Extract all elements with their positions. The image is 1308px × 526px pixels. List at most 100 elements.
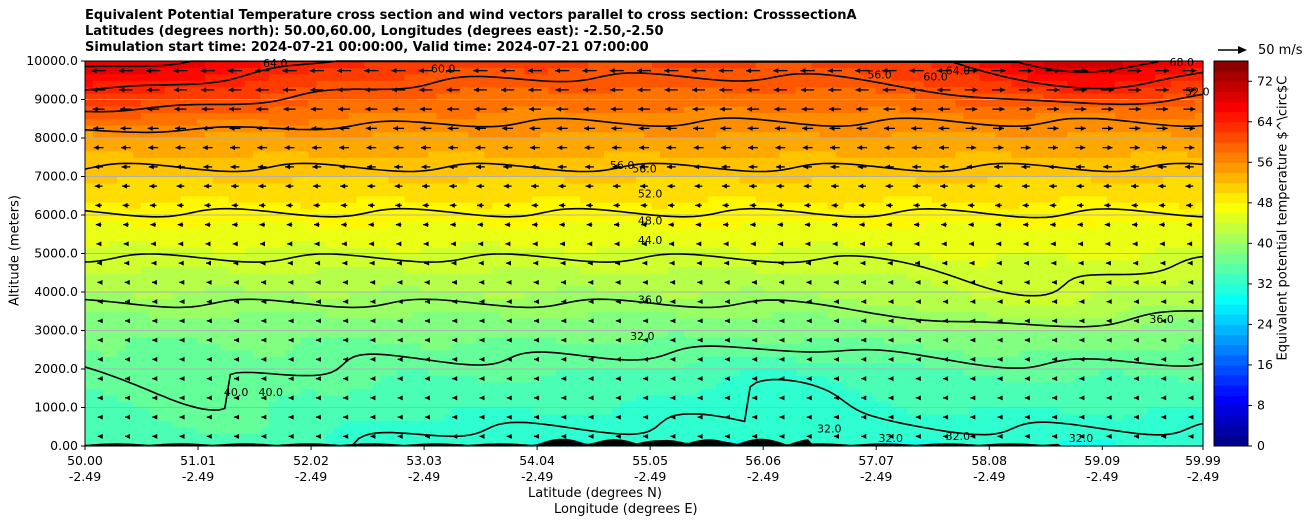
wind-vector-head [915,279,921,285]
x-tick-label-lon: -2.49 [182,469,214,484]
wind-vector-head [261,356,267,362]
y-tick-label: 10000.0 [26,53,78,68]
wind-vector-head [147,125,153,131]
contour-label: 32.0 [1069,432,1094,445]
wind-vector-head [670,414,676,420]
wind-vector-head [856,106,862,112]
wind-vector-head [473,87,479,93]
wind-vector-head [1191,68,1197,74]
wind-vector-head [941,241,947,247]
wind-vector-head [914,241,920,247]
wind-vector-head [994,183,1000,189]
wind-vector-head [833,299,839,305]
wind-vector-head [1051,279,1057,285]
wind-vector-head [612,183,618,189]
wind-vector-head [750,241,756,247]
wind-vector-head [150,241,156,247]
wind-vector-head [942,279,948,285]
wind-vector-head [828,106,834,112]
wind-vector-head [120,125,126,131]
wind-vector-head [396,241,402,247]
wind-vector-head [665,125,671,131]
x-tick-label-lat: 53.03 [406,453,442,468]
wind-vector-head [669,260,675,266]
x-tick-label-lon: -2.49 [860,469,892,484]
wind-vector-head [1106,414,1112,420]
wind-vector-head [1184,164,1190,170]
wind-vector-head [120,145,126,151]
wind-vector-head [912,164,918,170]
wind-vector-head [800,68,806,74]
wind-vector-head [915,414,921,420]
wind-vector-head [806,279,812,285]
wind-vector-head [179,299,185,305]
wind-vector-head [779,376,785,382]
colorbar-band [1214,152,1248,163]
wind-vector-head [364,68,370,74]
wind-vector-head [447,106,453,112]
contour-label: 56.0 [632,163,657,176]
wind-vector-head [695,222,701,228]
wind-vector-head [395,222,401,228]
wind-vector-head [998,125,1004,131]
wind-vector-head [179,318,185,324]
wind-vector-head [396,260,402,266]
wind-vector-head [997,414,1003,420]
wind-vector-head [506,376,512,382]
wind-vector-head [1024,433,1030,439]
wind-vector-head [229,125,235,131]
wind-vector-head [448,145,454,151]
wind-vector-head [696,241,702,247]
wind-vector-head [452,299,458,305]
wind-vector-head [424,299,430,305]
wind-vector-head [801,87,807,93]
wind-vector-head [696,260,702,266]
wind-vector-head [392,87,398,93]
wind-vector-head [503,183,509,189]
wind-vector-head [1158,183,1164,189]
wind-vector-head [1159,241,1165,247]
wind-vector-head [202,145,208,151]
wind-vector-head [561,318,567,324]
wind-vector-head [615,337,621,343]
wind-vector-head [968,241,974,247]
wind-vector-head [504,202,510,208]
wind-vector-head [397,279,403,285]
wind-vector-head [505,241,511,247]
wind-vector-head [827,68,833,74]
x-tick-label-lon: -2.49 [747,469,779,484]
wind-vector-head [830,164,836,170]
wind-vector-head [942,260,948,266]
wind-vector-head [643,414,649,420]
wind-vector-head [506,433,512,439]
colorbar-band [1214,172,1248,184]
wind-vector-head [234,395,240,401]
wind-vector-head [915,433,921,439]
wind-vector-head [179,395,185,401]
wind-vector-head [639,164,645,170]
wind-vector-head [284,125,290,131]
contour-label: 36.0 [638,294,663,307]
colorbar-band [1214,364,1248,376]
wind-vector-head [528,87,534,93]
colorbar-band [1214,212,1248,224]
x-axis-label-latitude: Latitude (degrees N) [528,486,662,501]
wind-vector-head [231,202,237,208]
contour-label: 56.0 [867,68,892,81]
colorbar-band [1214,435,1248,447]
wind-vector-head [588,433,594,439]
wind-vector-head [1024,356,1030,362]
wind-vector-head [752,318,758,324]
wind-vector-head [204,222,210,228]
y-tick-label: 7000.0 [34,169,78,184]
wind-vector-head [1133,414,1139,420]
wind-vector-head [149,183,155,189]
wind-vector-head [125,356,131,362]
wind-vector-head [339,145,345,151]
wind-vector-head [670,356,676,362]
wind-vector-head [1050,222,1056,228]
wind-vector-head [1052,299,1058,305]
wind-vector-head [370,337,376,343]
wind-vector-head [721,183,727,189]
wind-vector-head [861,318,867,324]
